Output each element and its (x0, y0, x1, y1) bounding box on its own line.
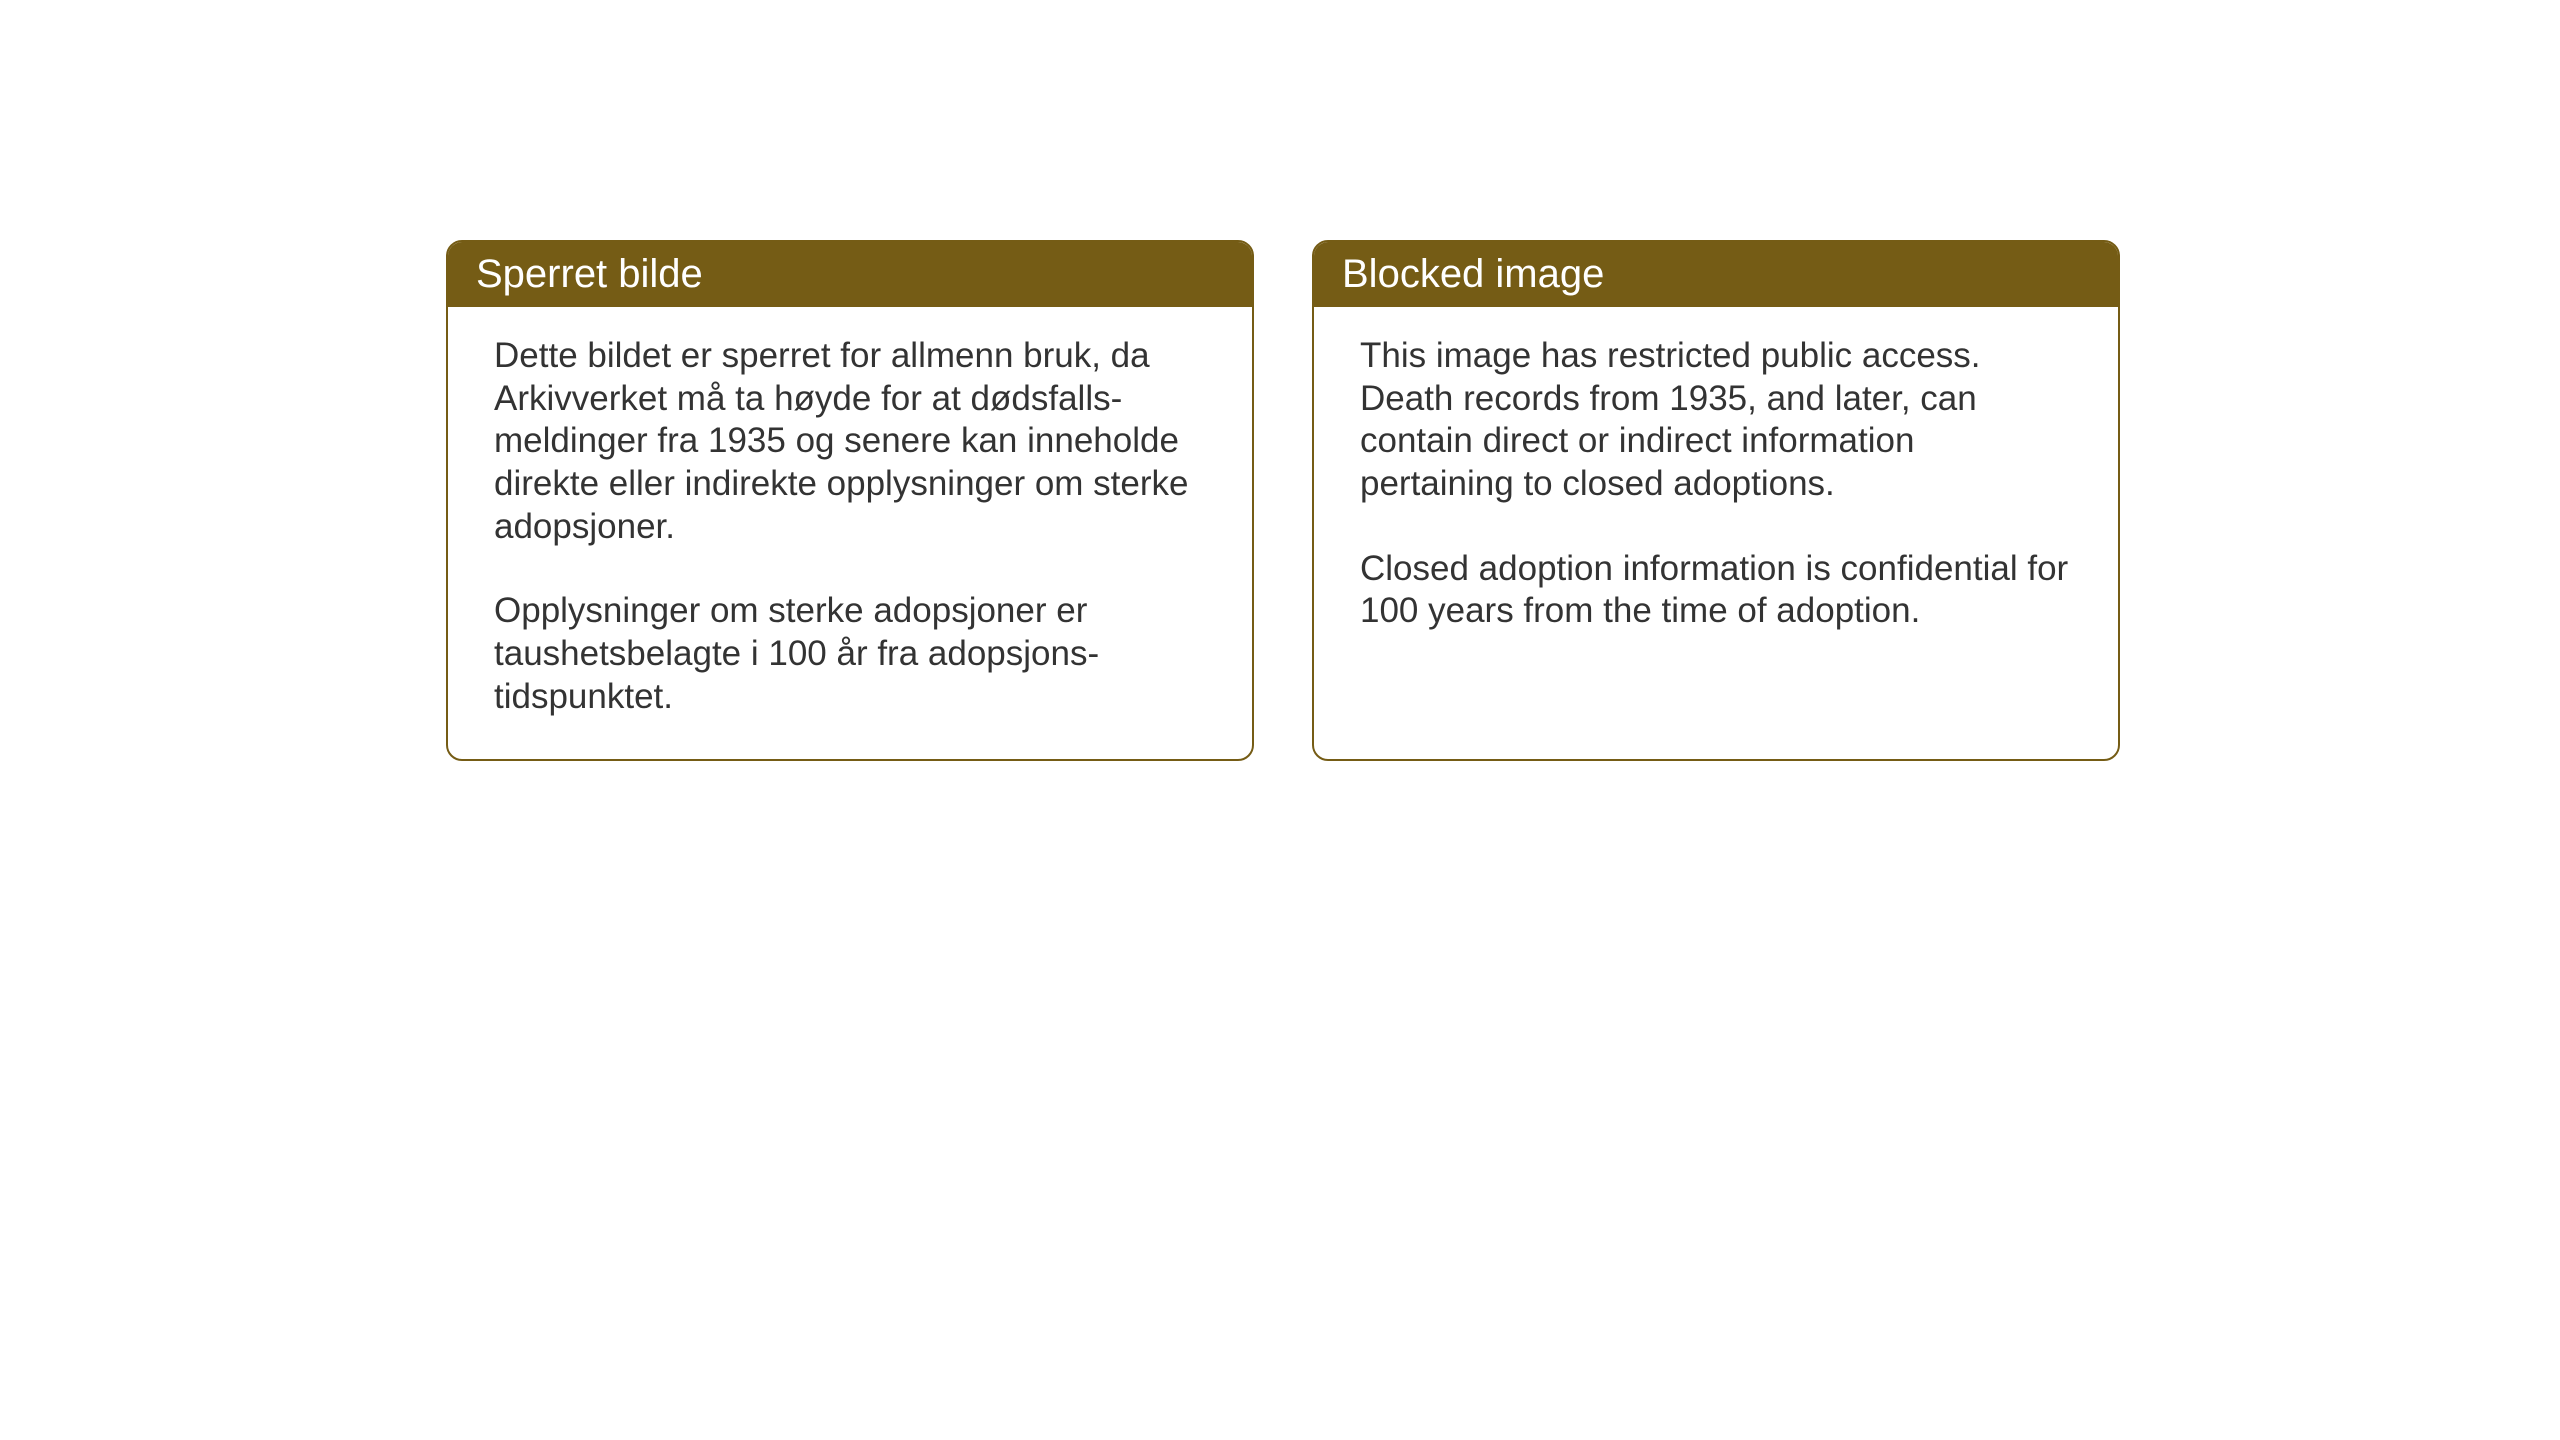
notice-card-norwegian: Sperret bilde Dette bildet er sperret fo… (446, 240, 1254, 761)
scrollbar[interactable] (2530, 0, 2560, 1440)
notice-body-english: This image has restricted public access.… (1314, 307, 2118, 673)
notice-header-norwegian: Sperret bilde (448, 242, 1252, 307)
notice-header-english: Blocked image (1314, 242, 2118, 307)
notice-paragraph-2-norwegian: Opplysninger om sterke adopsjoner er tau… (494, 590, 1206, 718)
notice-paragraph-1-norwegian: Dette bildet er sperret for allmenn bruk… (494, 335, 1206, 548)
notice-container: Sperret bilde Dette bildet er sperret fo… (446, 240, 2120, 761)
notice-paragraph-1-english: This image has restricted public access.… (1360, 335, 2072, 506)
notice-body-norwegian: Dette bildet er sperret for allmenn bruk… (448, 307, 1252, 759)
notice-card-english: Blocked image This image has restricted … (1312, 240, 2120, 761)
notice-paragraph-2-english: Closed adoption information is confident… (1360, 548, 2072, 633)
